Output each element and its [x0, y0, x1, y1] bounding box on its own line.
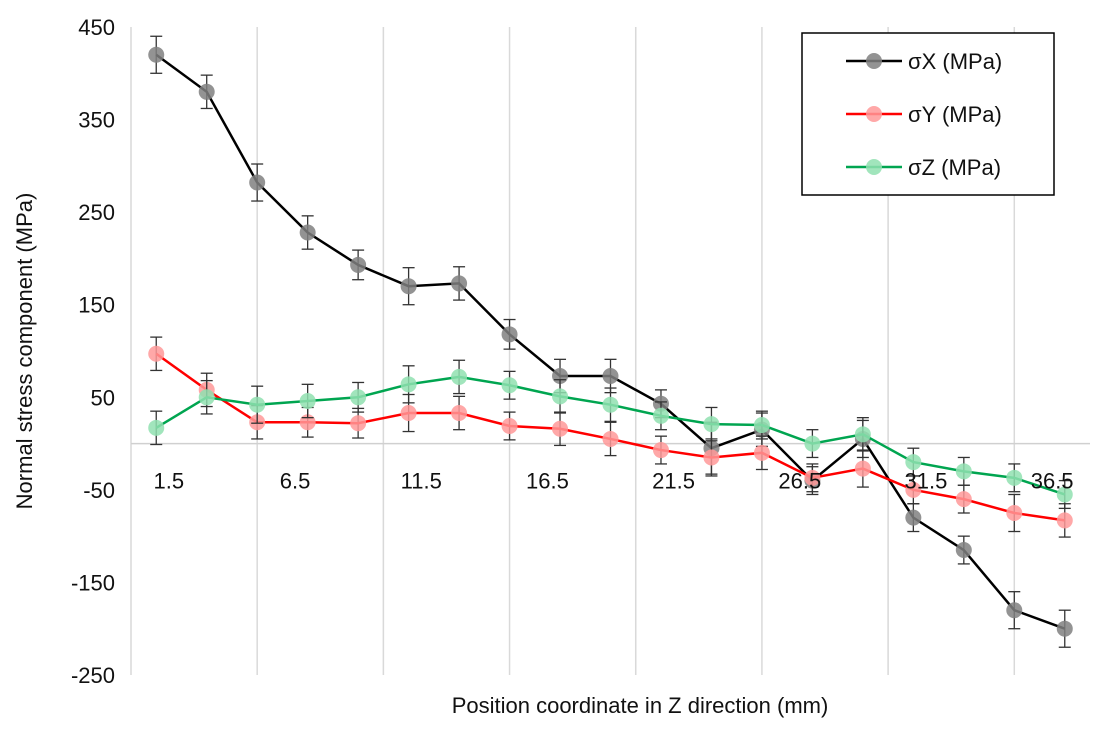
- data-point: [350, 256, 367, 273]
- data-point: [905, 481, 922, 498]
- legend-marker-swatch: [866, 159, 882, 175]
- data-point: [501, 417, 518, 434]
- data-point: [602, 396, 619, 413]
- x-tick-label: 36.5: [1031, 469, 1074, 494]
- data-point: [552, 420, 569, 437]
- data-point: [451, 405, 468, 422]
- data-point: [1056, 620, 1073, 637]
- x-tick-label: 1.5: [154, 469, 185, 494]
- data-point: [1056, 512, 1073, 529]
- y-tick-label: -250: [71, 663, 115, 688]
- legend: σX (MPa) σY (MPa) σZ (MPa): [801, 32, 1055, 196]
- data-point: [451, 368, 468, 385]
- data-point: [1056, 486, 1073, 503]
- data-point: [854, 426, 871, 443]
- data-point: [350, 389, 367, 406]
- y-tick-label: 50: [91, 385, 115, 410]
- data-point: [804, 435, 821, 452]
- data-point: [703, 416, 720, 433]
- y-tick-label: 250: [78, 200, 115, 225]
- data-point: [955, 542, 972, 559]
- data-point: [602, 430, 619, 447]
- x-tick-label: 21.5: [652, 469, 695, 494]
- series-group: [148, 35, 1073, 648]
- data-point: [552, 388, 569, 405]
- x-tick-label: 31.5: [905, 469, 948, 494]
- legend-marker-swatch: [866, 53, 882, 69]
- data-point: [602, 367, 619, 384]
- data-point: [905, 509, 922, 526]
- legend-label: σY (MPa): [908, 102, 1002, 127]
- data-point: [753, 417, 770, 434]
- data-point: [1006, 602, 1023, 619]
- data-point: [400, 278, 417, 295]
- legend-marker-swatch: [866, 106, 882, 122]
- series-1: [148, 35, 1073, 648]
- data-point: [148, 419, 165, 436]
- legend-box: [801, 32, 1055, 196]
- legend-item: σX (MPa): [846, 49, 1002, 74]
- legend-item: σY (MPa): [846, 102, 1002, 127]
- legend-label: σZ (MPa): [908, 155, 1001, 180]
- data-point: [198, 389, 215, 406]
- data-point: [753, 444, 770, 461]
- data-point: [299, 392, 316, 409]
- x-axis-title: Position coordinate in Z direction (mm): [452, 693, 829, 718]
- series-3: [148, 359, 1073, 510]
- data-point: [955, 463, 972, 480]
- data-point: [451, 275, 468, 292]
- data-point: [299, 224, 316, 241]
- legend-item: σZ (MPa): [846, 155, 1001, 180]
- data-point: [198, 83, 215, 100]
- data-point: [905, 454, 922, 471]
- data-point: [501, 326, 518, 343]
- data-point: [350, 415, 367, 432]
- legend-label: σX (MPa): [908, 49, 1002, 74]
- x-tick-label: 26.5: [778, 469, 821, 494]
- data-point: [501, 377, 518, 394]
- data-point: [400, 405, 417, 422]
- x-tick-label: 11.5: [401, 469, 442, 494]
- y-tick-label: -150: [71, 570, 115, 595]
- x-tick-label: 16.5: [526, 469, 569, 494]
- data-point: [955, 491, 972, 508]
- data-point: [249, 174, 266, 191]
- data-point: [703, 449, 720, 466]
- data-point: [652, 407, 669, 424]
- data-point: [804, 469, 821, 486]
- data-point: [854, 460, 871, 477]
- y-tick-label: 450: [78, 15, 115, 40]
- y-axis-title: Normal stress component (MPa): [12, 193, 37, 510]
- data-point: [1006, 505, 1023, 521]
- data-point: [148, 46, 165, 63]
- data-point: [249, 396, 266, 413]
- x-tick-label: 6.5: [280, 469, 311, 494]
- data-point: [400, 376, 417, 393]
- y-tick-label: 350: [78, 108, 115, 133]
- data-point: [652, 442, 669, 459]
- y-tick-label: 150: [78, 293, 115, 318]
- data-point: [148, 345, 165, 362]
- y-tick-label: -50: [83, 478, 115, 503]
- error-bars: [150, 359, 1071, 510]
- tick-labels: 450 350 250 150 50 -50 -150 -250 1.5 6.5 11.5 16.5 2…: [71, 15, 1074, 688]
- data-point: [1006, 469, 1023, 486]
